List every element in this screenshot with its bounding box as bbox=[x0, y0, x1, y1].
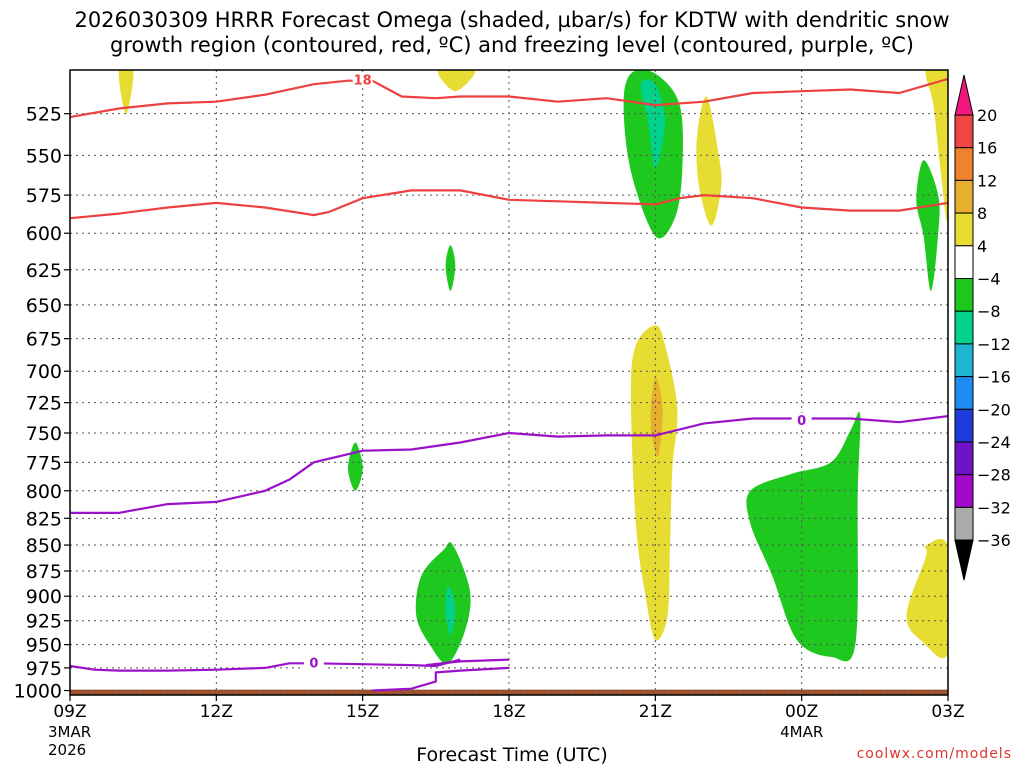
colorbar-swatch-5 bbox=[954, 245, 974, 280]
colorbar-swatch-2 bbox=[954, 147, 974, 181]
colorbar-swatch-12 bbox=[954, 474, 974, 508]
omega-region-2 bbox=[746, 411, 861, 662]
omega-region-8 bbox=[630, 325, 678, 641]
colorbar-label-0: 20 bbox=[977, 106, 997, 125]
omega-region-10 bbox=[696, 96, 722, 226]
colorbar-swatch-4 bbox=[954, 212, 974, 247]
x-tick-label-09Z: 09Z bbox=[53, 702, 86, 722]
freezing-label-1: 0 bbox=[797, 414, 806, 429]
x-tick-label-03Z: 03Z bbox=[931, 702, 964, 722]
dendritic-contour-1 bbox=[70, 189, 948, 220]
y-tick-label-900: 900 bbox=[26, 586, 62, 608]
colorbar-label-6: −8 bbox=[977, 302, 1001, 321]
x-tick-label-00Z: 00Z bbox=[785, 702, 818, 722]
colorbar-swatch-13 bbox=[954, 506, 974, 541]
colorbar-swatch-3 bbox=[954, 179, 974, 214]
x-tick-label-12Z: 12Z bbox=[200, 702, 233, 722]
omega-region-11 bbox=[906, 539, 948, 659]
y-tick-label-750: 750 bbox=[26, 423, 62, 445]
y-tick-label-1000: 1000 bbox=[14, 681, 62, 703]
freezing-contour-2 bbox=[372, 666, 510, 692]
colorbar-label-8: −16 bbox=[977, 368, 1011, 387]
x-axis-label: Forecast Time (UTC) bbox=[416, 744, 608, 766]
colorbar-label-11: −28 bbox=[977, 466, 1011, 485]
chart-title: 2026030309 HRRR Forecast Omega (shaded, … bbox=[74, 8, 950, 57]
freezing-label-1-bg bbox=[791, 412, 812, 427]
colorbar: 20 16 12 8 4 −4 −8 −12 −16 −20 −24 −28 −32 −36 bbox=[954, 74, 1011, 581]
y-tick-label-950: 950 bbox=[26, 635, 62, 657]
x-tick-label-15Z: 15Z bbox=[346, 702, 379, 722]
colorbar-label-3: 8 bbox=[977, 204, 987, 223]
colorbar-bottom-arrow bbox=[954, 539, 974, 581]
colorbar-swatch-6 bbox=[954, 278, 974, 312]
colorbar-label-13: −36 bbox=[977, 531, 1011, 550]
credit-text: coolwx.com/models bbox=[856, 746, 1012, 762]
y-tick-label-675: 675 bbox=[26, 329, 62, 351]
freezing-contour-3 bbox=[425, 658, 510, 667]
x-tick-label-18Z: 18Z bbox=[492, 702, 525, 722]
terrain-fill bbox=[70, 689, 948, 695]
omega-region-5 bbox=[445, 586, 456, 636]
colorbar-label-1: 16 bbox=[977, 139, 997, 158]
y-tick-label-925: 925 bbox=[26, 611, 62, 633]
y-tick-label-850: 850 bbox=[26, 535, 62, 557]
omega-region-1 bbox=[640, 79, 666, 169]
y-tick-label-700: 700 bbox=[26, 361, 62, 383]
y-tick-label-575: 575 bbox=[26, 185, 62, 207]
omega-region-3 bbox=[916, 160, 940, 292]
y-tick-label-600: 600 bbox=[26, 223, 62, 245]
colorbar-label-9: −20 bbox=[977, 400, 1011, 419]
y-axis: 525 550 575 600 625 650 675 700 725 750 775 800 825 8… bbox=[14, 104, 70, 703]
omega-region-14 bbox=[437, 70, 476, 92]
y-tick-label-650: 650 bbox=[26, 295, 62, 317]
omega-region-13 bbox=[118, 70, 134, 114]
y-tick-label-625: 625 bbox=[26, 260, 62, 282]
contour-lines bbox=[70, 77, 948, 692]
x-tick-label-21Z: 21Z bbox=[639, 702, 672, 722]
freezing-label-0-bg bbox=[303, 655, 324, 670]
dendritic-label: 18 bbox=[354, 74, 372, 89]
y-tick-label-550: 550 bbox=[26, 145, 62, 167]
y-tick-label-875: 875 bbox=[26, 561, 62, 583]
colorbar-swatch-7 bbox=[954, 310, 974, 345]
colorbar-swatch-9 bbox=[954, 376, 974, 410]
y-tick-label-775: 775 bbox=[26, 452, 62, 474]
terrain-band bbox=[70, 689, 948, 695]
colorbar-swatch-1 bbox=[954, 114, 974, 149]
x-date-label-09Z: 3MAR bbox=[48, 723, 91, 741]
x-date-label-00Z: 4MAR bbox=[780, 723, 823, 741]
omega-shading bbox=[118, 70, 948, 664]
colorbar-label-12: −32 bbox=[977, 498, 1011, 517]
colorbar-label-7: −12 bbox=[977, 335, 1011, 354]
colorbar-label-2: 12 bbox=[977, 171, 997, 190]
omega-region-6 bbox=[445, 245, 456, 291]
colorbar-swatch-11 bbox=[954, 441, 974, 476]
freezing-contour-1 bbox=[70, 658, 461, 672]
y-tick-label-825: 825 bbox=[26, 508, 62, 530]
y-tick-label-725: 725 bbox=[26, 393, 62, 415]
freezing-label-0: 0 bbox=[309, 656, 318, 671]
omega-region-4 bbox=[415, 542, 471, 664]
colorbar-label-5: −4 bbox=[977, 270, 1001, 289]
omega-region-12 bbox=[925, 70, 948, 222]
colorbar-swatch-8 bbox=[954, 343, 974, 378]
colorbar-label-4: 4 bbox=[977, 237, 987, 256]
grid-lines bbox=[70, 70, 948, 695]
omega-region-7 bbox=[348, 442, 363, 491]
omega-region-9 bbox=[650, 377, 663, 457]
colorbar-label-10: −24 bbox=[977, 433, 1011, 452]
colorbar-top-arrow bbox=[954, 74, 974, 116]
dendritic-label-bg bbox=[352, 72, 373, 87]
colorbar-swatch-10 bbox=[954, 408, 974, 443]
x-year-label: 2026 bbox=[48, 741, 86, 759]
dendritic-contour-0 bbox=[70, 77, 948, 119]
y-tick-label-525: 525 bbox=[26, 104, 62, 126]
y-tick-label-975: 975 bbox=[26, 658, 62, 680]
y-tick-label-800: 800 bbox=[26, 481, 62, 503]
